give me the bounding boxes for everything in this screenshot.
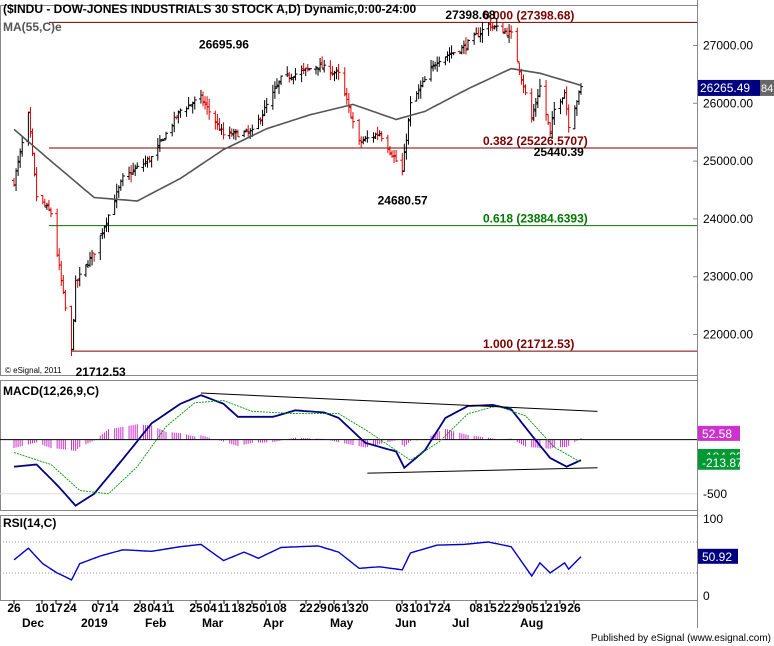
date-tick-label: 01 bbox=[259, 601, 273, 615]
date-tick-label: 28 bbox=[133, 601, 147, 615]
date-tick-label: 19 bbox=[553, 601, 567, 615]
macd-value-tag bbox=[698, 425, 740, 441]
month-label: Jul bbox=[452, 616, 469, 630]
price-tick-label: 27000.00 bbox=[703, 38, 753, 52]
date-tick-label: 18 bbox=[231, 601, 245, 615]
price-annotations: 27398.68 26695.96 25440.39 24680.57 21712.53 bbox=[76, 8, 584, 379]
date-tick-label: 06 bbox=[327, 601, 341, 615]
rsi-tick-label: 0 bbox=[703, 589, 710, 603]
date-tick-label: 15 bbox=[483, 601, 497, 615]
month-label: Mar bbox=[202, 616, 224, 630]
rsi-value-tag bbox=[698, 548, 738, 564]
copyright-note: © eSignal, 2011 bbox=[5, 366, 62, 375]
date-tick-label: 25 bbox=[245, 601, 259, 615]
date-tick-label: 26 bbox=[7, 601, 21, 615]
month-label: Jun bbox=[395, 616, 416, 630]
moving-average-line bbox=[13, 67, 582, 202]
rsi-line bbox=[13, 541, 582, 581]
month-label: Dec bbox=[22, 616, 44, 630]
price-annotation: 25440.39 bbox=[534, 145, 584, 159]
macd-value-label: -213.87 bbox=[702, 456, 743, 470]
macd-trendlines bbox=[200, 392, 598, 474]
fib-level-label: 0.618 (23884.6393) bbox=[483, 212, 588, 226]
price-grid bbox=[693, 44, 697, 336]
panel-frame bbox=[0, 5, 698, 376]
month-label: Feb bbox=[145, 616, 166, 630]
macd-value-label: 52.58 bbox=[702, 427, 732, 441]
price-tick-label: 23000.00 bbox=[703, 270, 753, 284]
price-bars bbox=[12, 18, 583, 356]
rsi-guides bbox=[0, 541, 697, 574]
date-tick-label: 04 bbox=[203, 601, 217, 615]
date-tick-label: 04 bbox=[147, 601, 161, 615]
date-tick-label: 25 bbox=[189, 601, 203, 615]
date-tick-label: 11 bbox=[218, 601, 231, 615]
rsi-value-label: 50.92 bbox=[702, 550, 732, 564]
fib-level-label: 0.000 (27398.68) bbox=[483, 8, 574, 22]
macd-guides bbox=[0, 439, 697, 495]
fibonacci-levels: 0.000 (27398.68) 0.382 (25226.5707) 0.618 … bbox=[48, 8, 697, 352]
price-tick-label: 24000.00 bbox=[703, 212, 753, 226]
macd-tick-label: -500 bbox=[703, 487, 727, 501]
panel-frames bbox=[0, 0, 698, 628]
date-tick-label: 10 bbox=[409, 601, 423, 615]
date-tick-label: 22 bbox=[497, 601, 511, 615]
date-tick-label: 29 bbox=[511, 601, 525, 615]
date-tick-label: 22 bbox=[299, 601, 313, 615]
publisher-note: Published by eSignal (www.esignal.com) bbox=[591, 633, 771, 644]
date-tick-label: 08 bbox=[469, 601, 483, 615]
rsi-tick-label: 100 bbox=[703, 512, 723, 526]
last-price-suffix: 84 bbox=[761, 83, 773, 95]
month-label: Aug bbox=[520, 616, 543, 630]
last-price-value: 26265.49 bbox=[700, 81, 750, 95]
date-tick-label: 13 bbox=[341, 601, 355, 615]
panel-frame bbox=[0, 515, 698, 601]
panel-frame bbox=[0, 380, 698, 511]
macd-line bbox=[13, 394, 582, 507]
price-tick-label: 25000.00 bbox=[703, 154, 753, 168]
last-price-tag-edge bbox=[760, 79, 774, 96]
date-tick-label: 08 bbox=[273, 601, 287, 615]
macd-title: MACD(12,26,9,C) bbox=[3, 384, 99, 398]
price-tick-label: 22000.00 bbox=[703, 328, 753, 342]
price-annotation: 26695.96 bbox=[199, 37, 249, 51]
last-price-tag bbox=[698, 79, 760, 96]
chart-title: ($INDU - DOW-JONES INDUSTRIALS 30 STOCK … bbox=[3, 2, 417, 16]
macd-trendline bbox=[200, 392, 598, 412]
date-tick-label: 11 bbox=[162, 601, 175, 615]
right-axis: 22000.00 23000.00 24000.00 25000.00 26000.00… bbox=[698, 38, 774, 603]
fib-level-label: 1.000 (21712.53) bbox=[483, 337, 574, 351]
price-annotation: 21712.53 bbox=[76, 365, 126, 379]
rsi-title: RSI(14,C) bbox=[3, 516, 56, 530]
date-tick-label: 14 bbox=[105, 601, 119, 615]
fib-level-label: 0.382 (25226.5707) bbox=[483, 134, 588, 148]
price-annotation: 24680.57 bbox=[378, 193, 428, 207]
month-label: Apr bbox=[263, 616, 284, 630]
ma-legend: MA(55,C)e bbox=[3, 20, 62, 34]
date-axis: 26 10 17 24 07 14 28 04 11 25 04 11 18 25 01 08 22 29 06 13… bbox=[0, 600, 697, 630]
price-annotation: 27398.68 bbox=[445, 8, 495, 22]
date-tick-label: 17 bbox=[423, 601, 437, 615]
date-tick-label: 29 bbox=[313, 601, 327, 615]
date-tick-label: 26 bbox=[567, 601, 581, 615]
price-tick-label: 26000.00 bbox=[703, 96, 753, 110]
month-label: May bbox=[330, 616, 354, 630]
date-tick-label: 20 bbox=[355, 601, 369, 615]
date-tick-label: 10 bbox=[35, 601, 49, 615]
month-label: 2019 bbox=[81, 616, 108, 630]
date-tick-label: 03 bbox=[395, 601, 409, 615]
macd-value-tag bbox=[698, 454, 740, 470]
date-tick-label: 12 bbox=[539, 601, 553, 615]
date-tick-label: 24 bbox=[63, 601, 77, 615]
date-tick-label: 24 bbox=[437, 601, 451, 615]
date-tick-label: 05 bbox=[525, 601, 539, 615]
date-tick-label: 17 bbox=[49, 601, 63, 615]
macd-trendline bbox=[367, 467, 598, 474]
date-tick-label: 07 bbox=[91, 601, 105, 615]
